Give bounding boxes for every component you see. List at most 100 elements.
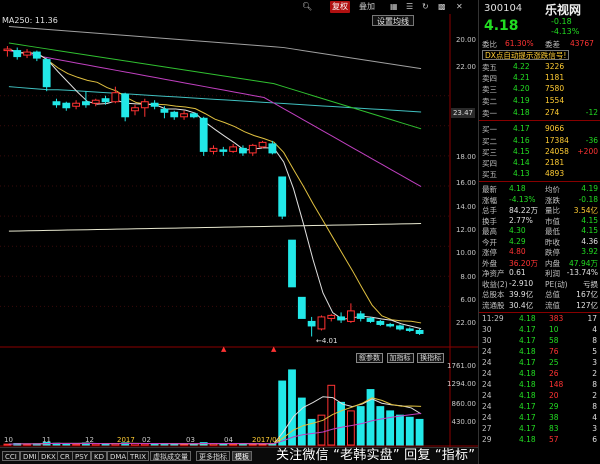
- tick-count: 2: [592, 391, 597, 400]
- min-price-label: 4.01: [321, 337, 338, 345]
- stat-value: 84.22万: [509, 206, 538, 215]
- candle: [121, 92, 130, 122]
- tick-volume: 10: [549, 325, 559, 334]
- candle: [327, 313, 336, 322]
- volume-bar: [288, 369, 296, 446]
- volume-bar: [366, 389, 375, 446]
- y-tick: 16.00: [455, 179, 476, 187]
- stat-value: 4.36: [581, 236, 598, 246]
- stat-label: 内盘: [545, 258, 560, 268]
- stat-label: PE(动): [545, 279, 568, 289]
- stat-row: 涨停 4.80 跌停 3.92: [479, 247, 600, 257]
- y-tick: 14.00: [455, 203, 476, 211]
- add-indicator-button[interactable]: 加指标: [386, 353, 414, 363]
- ask-volume: 1554: [545, 96, 565, 105]
- candle: [160, 106, 169, 119]
- tick-price: 4.17: [519, 336, 536, 345]
- tab-virtual-volume[interactable]: 虚拟成交量: [150, 451, 191, 461]
- diff-label: 委差: [545, 40, 560, 49]
- tick-volume: 29: [549, 402, 559, 411]
- candle: [307, 316, 316, 337]
- vol-tick: 1761.00: [447, 362, 476, 370]
- tick-price: 4.18: [519, 391, 536, 400]
- tab-template[interactable]: 模板: [232, 451, 252, 461]
- bid-label: 买四: [482, 159, 497, 168]
- ask-price: 4.19: [513, 96, 530, 105]
- ask-volume: 1181: [545, 73, 565, 82]
- stat-label: 利润: [545, 269, 560, 278]
- dxx-signal-link[interactable]: DX点自动提示涨跌信号!: [482, 50, 570, 60]
- close-icon[interactable]: ✕: [456, 2, 463, 11]
- candle: [405, 327, 414, 332]
- candle: [101, 95, 110, 105]
- x-label: 12: [85, 436, 94, 444]
- stat-label: 最高: [482, 227, 497, 236]
- stat-label: 量比: [545, 206, 560, 215]
- candle: [248, 143, 257, 156]
- grid-icon[interactable]: ▩: [438, 2, 446, 11]
- tick-row: 24 4.17 25 3: [479, 358, 600, 368]
- ask-label: 卖三: [482, 85, 497, 94]
- list-icon[interactable]: ☰: [406, 2, 414, 11]
- candle: [268, 140, 277, 155]
- refresh-icon[interactable]: ↻: [422, 2, 429, 11]
- candle: [32, 50, 41, 62]
- stat-label: 总值: [545, 290, 560, 299]
- candle-chart-icon[interactable]: ▦: [390, 2, 398, 11]
- stat-label: 跌停: [545, 248, 560, 257]
- stat-value: 4.15: [581, 226, 598, 235]
- diejia-button[interactable]: 叠加: [359, 2, 375, 11]
- candle: [3, 46, 12, 57]
- candle: [346, 303, 355, 323]
- candle: [278, 176, 287, 220]
- tab-psy[interactable]: PSY: [72, 451, 91, 461]
- fuquan-button[interactable]: 复权: [330, 1, 350, 13]
- bid-row: 买四 4.14 2181: [479, 158, 600, 168]
- y-tick: 20.00: [455, 36, 476, 44]
- stat-label: 总手: [482, 206, 497, 215]
- bid-label: 买二: [482, 137, 497, 146]
- logo: 乐视网: [545, 3, 582, 17]
- tab-more[interactable]: 更多指标: [196, 451, 230, 461]
- ask-row: 卖一 4.18 274 -12: [479, 108, 600, 118]
- bid-label: 买三: [482, 148, 497, 157]
- tab-trix[interactable]: TRIX: [127, 451, 149, 461]
- ask-row: 卖五 4.22 3226: [479, 62, 600, 72]
- tab-cr[interactable]: CR: [57, 451, 73, 461]
- watermark-text: 关注微信 “老韩实盘” 回复 “指标” 免费领: [276, 448, 520, 463]
- stat-value: 0.61: [509, 268, 526, 277]
- kline-chart[interactable]: ▲ ▲: [0, 0, 478, 447]
- candle: [209, 145, 218, 155]
- ma-settings-dropdown[interactable]: 设置均线: [372, 15, 414, 26]
- tick-time: 24: [482, 358, 492, 367]
- ratio-label: 委比: [482, 40, 497, 49]
- search-icon[interactable]: 🔍︎: [302, 2, 313, 11]
- tick-price: 4.18: [519, 369, 536, 378]
- params-button[interactable]: 叙参数: [356, 353, 383, 363]
- ask-price: 4.21: [513, 73, 530, 82]
- min-price-annotation: ←4.01: [316, 337, 338, 345]
- tick-count: 8: [592, 402, 597, 411]
- subchart-buttons: 叙参数 加指标 换指标: [356, 353, 445, 363]
- tick-volume: 25: [549, 358, 559, 367]
- candle: [199, 116, 208, 156]
- tab-dmi[interactable]: DMI: [20, 451, 40, 461]
- tick-time: 24: [482, 347, 492, 356]
- tab-dkx[interactable]: DKX: [38, 451, 59, 461]
- tab-kd[interactable]: KD: [91, 451, 107, 461]
- tick-price: 4.17: [519, 325, 536, 334]
- stat-row: 净资产 0.61 利润 -13.74%: [479, 268, 600, 278]
- stat-value: 3.54亿: [573, 206, 598, 215]
- switch-indicator-button[interactable]: 换指标: [417, 353, 445, 363]
- ask-delta: -12: [585, 108, 598, 117]
- ratio-value: 61.30%: [505, 39, 534, 48]
- tab-cci[interactable]: CCI: [2, 451, 20, 461]
- y-tick: 6.00: [460, 296, 476, 304]
- tab-dma[interactable]: DMA: [107, 451, 130, 461]
- volume-bar: [337, 401, 345, 446]
- tick-volume: 383: [549, 314, 564, 323]
- tick-row: 29 4.18 57 6: [479, 435, 600, 445]
- volume-bar: [376, 406, 385, 446]
- tick-price: 4.17: [519, 413, 536, 422]
- tick-volume: 148: [549, 380, 564, 389]
